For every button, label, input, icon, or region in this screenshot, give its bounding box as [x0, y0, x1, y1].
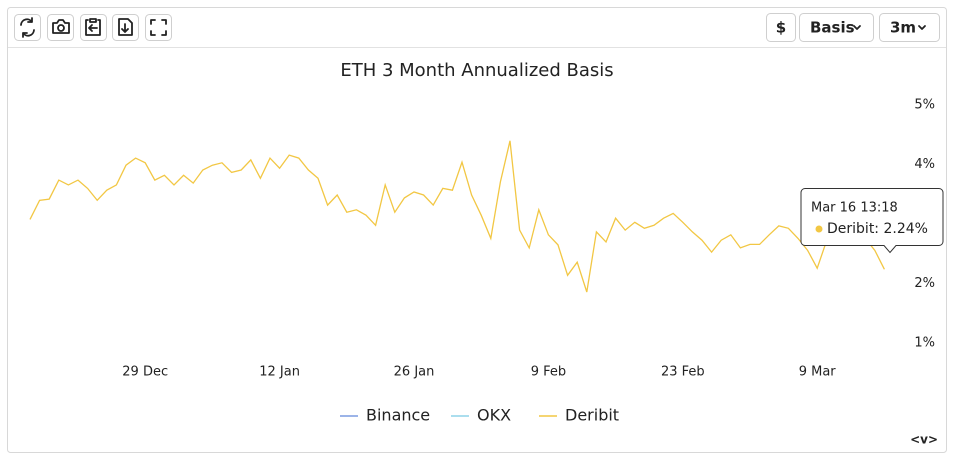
x-tick-label: 9 Mar	[799, 365, 837, 380]
download-button[interactable]	[112, 14, 139, 41]
screenshot-button[interactable]	[47, 14, 74, 41]
legend-item[interactable]: OKX	[451, 406, 511, 425]
y-tick-label: 2%	[914, 276, 935, 291]
copy-button[interactable]	[80, 14, 107, 41]
tooltip-date: Mar 16 13:18	[811, 201, 898, 216]
range-dropdown[interactable]: 3m	[879, 13, 940, 42]
fullscreen-button[interactable]	[145, 14, 172, 41]
x-tick-label: 9 Feb	[531, 365, 566, 380]
refresh-button[interactable]	[14, 14, 41, 41]
legend-item[interactable]: Deribit	[539, 406, 619, 425]
currency-button[interactable]: $	[766, 13, 796, 42]
tooltip-box	[800, 188, 944, 254]
legend-label: OKX	[477, 406, 511, 425]
x-tick-label: 26 Jan	[394, 365, 435, 380]
currency-label: $	[776, 19, 786, 37]
metric-label: Basis	[810, 19, 855, 37]
range-label: 3m	[890, 19, 916, 37]
tooltip: Mar 16 13:18 Deribit: 2.24%	[800, 188, 944, 254]
legend-item[interactable]: Binance	[340, 406, 430, 425]
x-tick-label: 29 Dec	[122, 365, 168, 380]
y-tick-label: 5%	[914, 98, 935, 113]
metric-dropdown[interactable]: Basis	[799, 13, 874, 42]
tooltip-value: Deribit: 2.24%	[827, 221, 928, 237]
x-tick-label: 23 Feb	[661, 365, 705, 380]
y-tick-label: 4%	[914, 157, 935, 172]
series-line	[29, 140, 885, 293]
legend-label: Deribit	[565, 406, 619, 425]
nav-controls[interactable]: <v>	[910, 433, 938, 447]
chart-title: ETH 3 Month Annualized Basis	[340, 60, 613, 81]
card	[7, 7, 947, 453]
tooltip-dot	[815, 225, 823, 233]
y-tick-label: 1%	[914, 336, 935, 351]
x-tick-label: 12 Jan	[259, 365, 300, 380]
legend-label: Binance	[366, 406, 430, 425]
